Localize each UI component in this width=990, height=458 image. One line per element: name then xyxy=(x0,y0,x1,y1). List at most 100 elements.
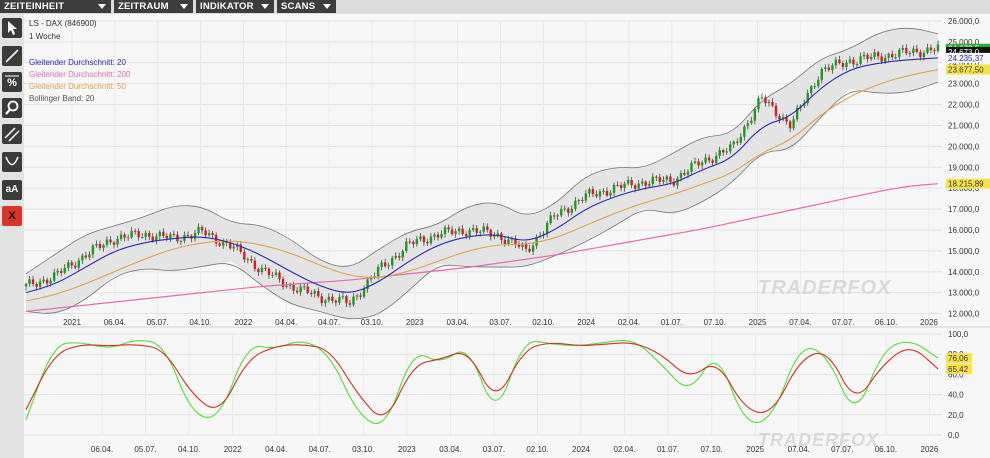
candle-body xyxy=(172,233,176,235)
delete-tool[interactable]: X xyxy=(2,206,22,226)
price-x-tick: 04.07. xyxy=(318,318,340,327)
channel-tool[interactable] xyxy=(2,124,22,144)
candle-body xyxy=(112,242,116,245)
menu-indikator[interactable]: INDIKATOR xyxy=(196,0,274,13)
interval-label: 1 Woche xyxy=(29,32,61,41)
ma20-line xyxy=(25,57,939,294)
candle-body xyxy=(602,190,605,192)
candle-body xyxy=(795,107,799,120)
candle-body xyxy=(574,200,577,209)
candle-body xyxy=(841,63,845,68)
candle-body xyxy=(623,183,626,189)
ma50-line xyxy=(25,68,939,302)
price-y-tick: 14.000,0 xyxy=(948,268,980,277)
candle-body xyxy=(690,162,693,172)
watermark-top: TRADERFOX xyxy=(758,277,892,299)
value-badges: 24.673,524.673,024.235,3723.677,5018.215… xyxy=(946,43,990,374)
stoch-y-tick: 20,0 xyxy=(948,411,964,420)
candle-body xyxy=(391,257,394,266)
candle-body xyxy=(757,98,760,110)
chevron-down-icon xyxy=(323,4,331,9)
text-tool[interactable]: aA xyxy=(2,180,22,200)
candle-body xyxy=(359,295,362,297)
candle-body xyxy=(443,227,447,235)
candle-body xyxy=(697,161,700,166)
candle-body xyxy=(714,155,718,163)
candle-body xyxy=(105,239,109,245)
candle-body xyxy=(644,181,647,186)
stoch-value-badge xyxy=(946,363,972,374)
stoch-x-tick: 04.07. xyxy=(309,445,331,454)
stoch-x-tick: 03.04. xyxy=(439,445,461,454)
stoch-value-label: 76,06 xyxy=(948,354,969,363)
candle-body xyxy=(45,279,49,284)
price-y-tick: 17.000,0 xyxy=(948,205,980,214)
chevron-down-icon xyxy=(180,4,188,9)
candle-body xyxy=(123,234,126,238)
candle-body xyxy=(626,179,630,184)
price-x-tick: 05.07. xyxy=(147,318,169,327)
candle-body xyxy=(767,101,771,104)
candle-body xyxy=(179,240,183,242)
stoch-x-tick: 2025 xyxy=(746,445,764,454)
stoch-x-tick: 04.10. xyxy=(178,445,200,454)
menu-zeitraum[interactable]: ZEITRAUM xyxy=(114,0,193,13)
candle-body xyxy=(422,236,426,242)
percent-tool[interactable]: % xyxy=(2,72,22,92)
stochastic-grid xyxy=(24,326,990,458)
candle-body xyxy=(419,236,422,240)
candle-body xyxy=(686,171,690,175)
line-tool[interactable] xyxy=(2,46,22,66)
candle-body xyxy=(598,191,602,197)
price-value-label: 24.235,37 xyxy=(948,54,984,63)
parallel-lines-icon xyxy=(4,127,20,142)
candle-body xyxy=(922,52,926,58)
magnifier-icon xyxy=(5,100,19,115)
legend-ma50: Gleitender Durchschnitt: 50 xyxy=(29,82,126,91)
candle-body xyxy=(471,228,475,230)
candle-body xyxy=(366,279,369,290)
bollinger-band xyxy=(25,27,939,321)
candle-body xyxy=(524,244,528,249)
stoch-y-tick: 60,0 xyxy=(948,370,964,379)
menu-zeitheinheit[interactable]: ZEITEINHEIT xyxy=(0,0,111,13)
candle-body xyxy=(119,234,123,240)
candle-body xyxy=(24,283,28,287)
menu-scans[interactable]: SCANS xyxy=(277,0,336,13)
chart-area[interactable]: TRADERFOX TRADERFOX 26.000,0 25.000,0 24.0… xyxy=(24,14,990,458)
candle-body xyxy=(221,241,225,246)
candle-body xyxy=(824,67,827,69)
candle-body xyxy=(394,255,397,258)
candle-body xyxy=(324,300,327,304)
candle-body xyxy=(711,160,714,163)
stoch-x-tick: 05.07. xyxy=(134,445,156,454)
price-x-tick: 2022 xyxy=(234,318,252,327)
candle-body xyxy=(908,52,912,54)
candle-body xyxy=(665,176,669,180)
candle-body xyxy=(98,243,102,248)
candle-body xyxy=(243,251,246,260)
candle-body xyxy=(426,241,429,244)
candle-body xyxy=(718,150,721,156)
candle-body xyxy=(464,234,468,236)
candle-body xyxy=(831,65,834,70)
candle-body xyxy=(609,192,612,196)
percent-icon: % xyxy=(5,75,19,89)
stoch-x-tick: 02.04. xyxy=(613,445,635,454)
price-lines xyxy=(25,57,939,313)
zoom-tool[interactable] xyxy=(2,98,22,118)
candle-body xyxy=(722,150,725,153)
price-x-tick: 2024 xyxy=(577,318,595,327)
stoch-y-tick: 0,0 xyxy=(948,431,960,440)
cursor-tool[interactable] xyxy=(2,18,22,38)
chart-canvas[interactable]: TRADERFOX TRADERFOX 26.000,0 25.000,0 24.0… xyxy=(24,14,990,458)
candle-body xyxy=(848,59,852,63)
candle-body xyxy=(563,208,566,210)
candle-body xyxy=(148,232,151,237)
price-value-badge xyxy=(946,64,990,75)
candle-body xyxy=(207,233,211,236)
candle-body xyxy=(475,228,478,233)
price-y-tick: 19.000,0 xyxy=(948,163,980,172)
price-value-label: 18.215,89 xyxy=(948,180,984,189)
arc-tool[interactable] xyxy=(2,152,22,172)
